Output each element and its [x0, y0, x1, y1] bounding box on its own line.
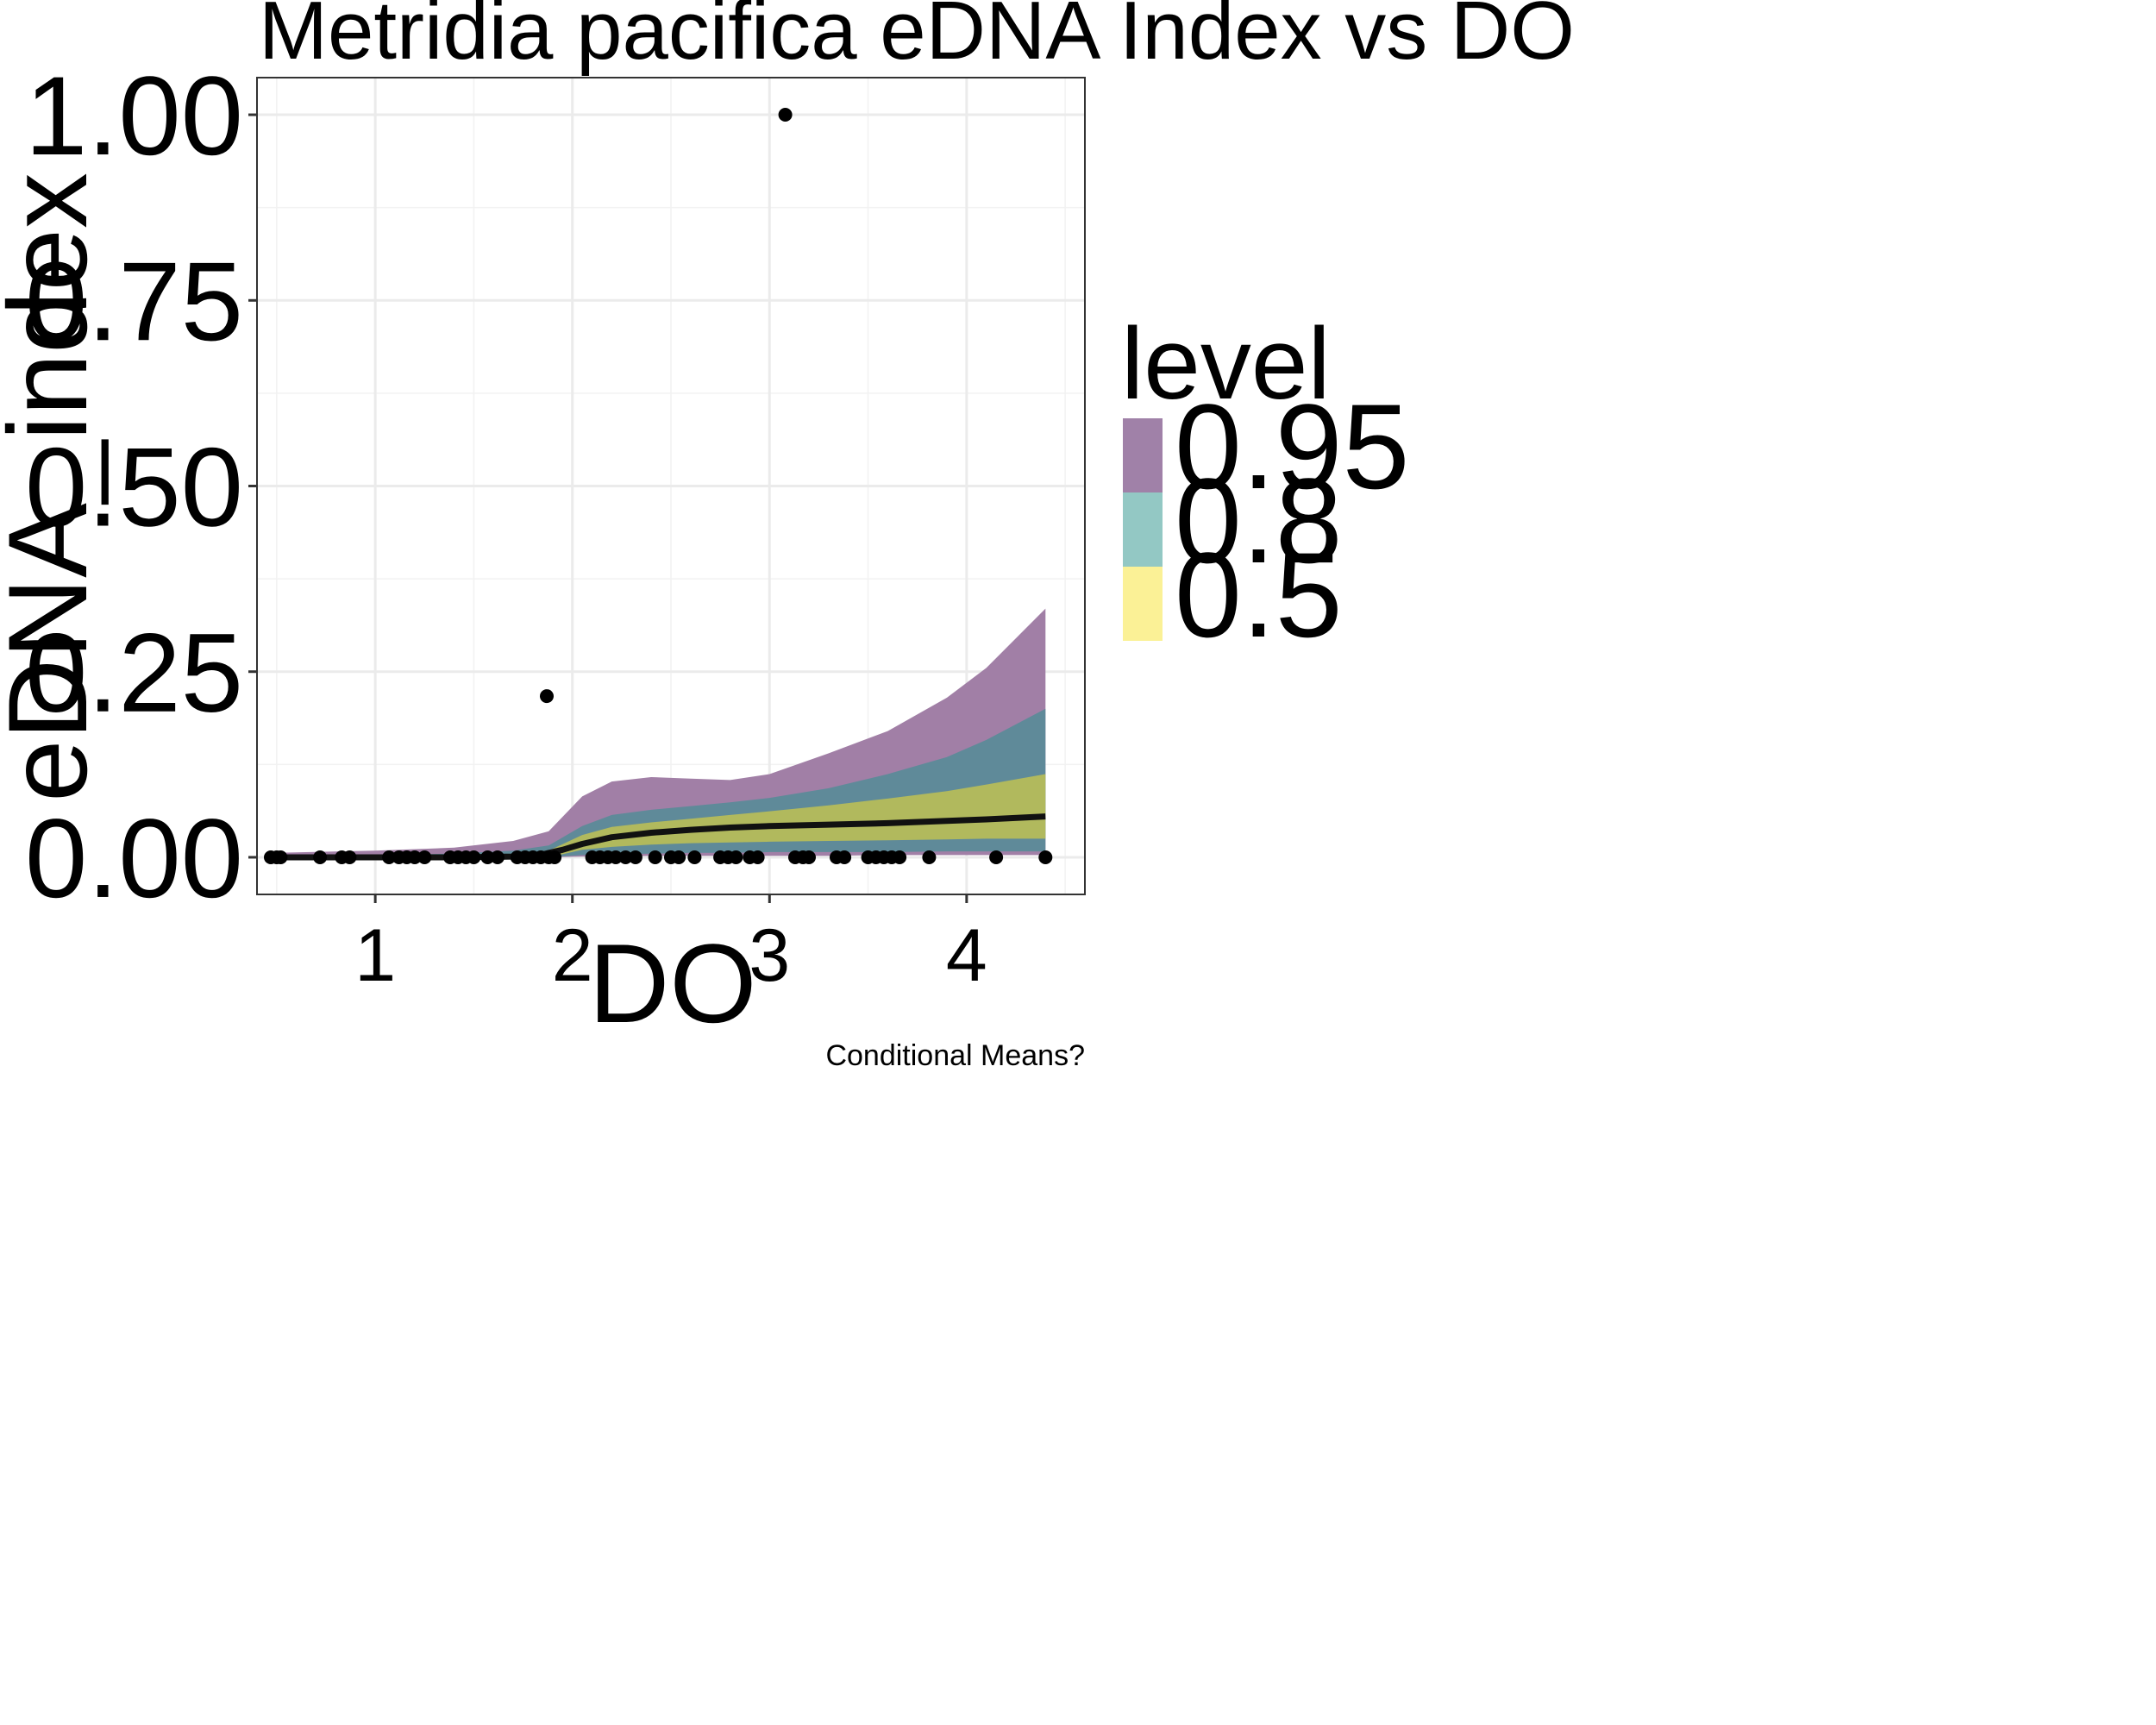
- data-point: [1038, 850, 1053, 864]
- caption: Conditional Means?: [825, 1039, 1085, 1072]
- data-point: [480, 850, 495, 864]
- legend-swatch: [1123, 492, 1163, 567]
- data-point: [687, 850, 702, 864]
- data-point: [467, 850, 481, 864]
- data-point: [672, 850, 686, 864]
- y-tick-label: 0.75: [25, 238, 243, 364]
- data-point: [548, 850, 562, 864]
- y-tick-label: 0.50: [25, 424, 243, 550]
- data-point: [778, 108, 793, 122]
- x-tick-label: 1: [354, 914, 396, 997]
- x-tick-label: 3: [749, 914, 790, 997]
- legend-label: 0.5: [1175, 527, 1343, 662]
- legend-swatch: [1123, 567, 1163, 641]
- legend: level 0.950.80.5: [1121, 307, 1409, 662]
- data-point: [893, 850, 907, 864]
- x-axis: 1 2 3 4: [354, 894, 987, 997]
- data-point: [802, 850, 816, 864]
- data-point: [540, 689, 554, 704]
- band-0.5: [276, 774, 1046, 857]
- legend-label: 0.8: [1175, 453, 1343, 588]
- data-points: [264, 108, 1053, 864]
- x-tick-label: 2: [552, 914, 593, 997]
- y-axis-title: eDNA_index: [0, 172, 110, 802]
- confidence-bands: [276, 608, 1046, 857]
- data-point: [750, 850, 765, 864]
- data-point: [922, 850, 937, 864]
- chart-title: Metridia pacifica eDNA Index vs DO: [259, 0, 1575, 77]
- y-axis: 0.00 0.25 0.50 0.75 1.00: [25, 53, 257, 921]
- data-point: [837, 850, 852, 864]
- x-axis-title: DO: [589, 920, 757, 1046]
- data-point: [417, 850, 432, 864]
- legend-label: 0.95: [1175, 379, 1409, 514]
- y-tick-label: 0.00: [25, 795, 243, 921]
- data-point: [490, 850, 505, 864]
- data-point: [273, 850, 288, 864]
- legend-swatch: [1123, 418, 1163, 492]
- x-tick-label: 4: [946, 914, 987, 997]
- data-point: [382, 850, 397, 864]
- data-point: [729, 850, 743, 864]
- data-point: [628, 850, 642, 864]
- y-tick-label: 1.00: [25, 53, 243, 179]
- data-point: [609, 850, 623, 864]
- legend-title: level: [1121, 307, 1331, 421]
- y-tick-label: 0.25: [25, 610, 243, 736]
- data-point: [989, 850, 1004, 864]
- data-point: [342, 850, 357, 864]
- data-point: [618, 850, 633, 864]
- data-point: [648, 850, 662, 864]
- data-point: [313, 850, 328, 864]
- data-point: [407, 850, 422, 864]
